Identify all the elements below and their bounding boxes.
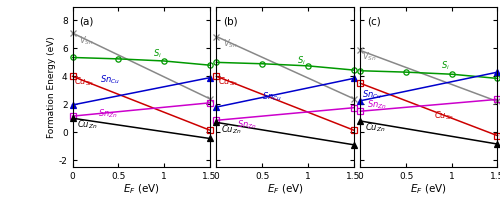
Text: (b): (b) (223, 16, 238, 26)
Text: $Cu_{Sn}$: $Cu_{Sn}$ (434, 109, 454, 122)
Text: $Cu_{Sn}$: $Cu_{Sn}$ (74, 76, 94, 88)
Text: (c): (c) (367, 16, 380, 26)
Text: $V_{Sn}$: $V_{Sn}$ (79, 35, 94, 47)
Text: $Cu_{Zn}$: $Cu_{Zn}$ (221, 124, 242, 136)
X-axis label: $E_F$ (eV): $E_F$ (eV) (410, 182, 448, 196)
X-axis label: $E_F$ (eV): $E_F$ (eV) (266, 182, 304, 196)
Text: $Sn_{Cu}$: $Sn_{Cu}$ (100, 74, 120, 86)
Text: $Sn_{Zn}$: $Sn_{Zn}$ (367, 98, 387, 111)
Text: (a): (a) (79, 16, 94, 26)
Text: $Sn_{Zn}$: $Sn_{Zn}$ (98, 107, 118, 120)
Text: $Cu_{Zn}$: $Cu_{Zn}$ (77, 119, 98, 132)
Text: $Cu_{Zn}$: $Cu_{Zn}$ (365, 121, 386, 133)
Text: $S_i$: $S_i$ (441, 60, 450, 72)
Text: $Sn_{Zn}$: $Sn_{Zn}$ (236, 118, 256, 131)
Y-axis label: Formation Energy (eV): Formation Energy (eV) (47, 36, 56, 138)
Text: $V_{Sn}$: $V_{Sn}$ (362, 51, 377, 63)
Text: $S_i$: $S_i$ (153, 48, 162, 60)
Text: $Sn_{Cu}$: $Sn_{Cu}$ (362, 89, 382, 101)
Text: $S_i$: $S_i$ (297, 55, 306, 67)
Text: $V_{Sn}$: $V_{Sn}$ (223, 37, 238, 50)
Text: $Cu_{Sn}$: $Cu_{Sn}$ (218, 76, 238, 88)
X-axis label: $E_F$ (eV): $E_F$ (eV) (122, 182, 160, 196)
Text: $Sn_{Cu}$: $Sn_{Cu}$ (262, 90, 282, 103)
